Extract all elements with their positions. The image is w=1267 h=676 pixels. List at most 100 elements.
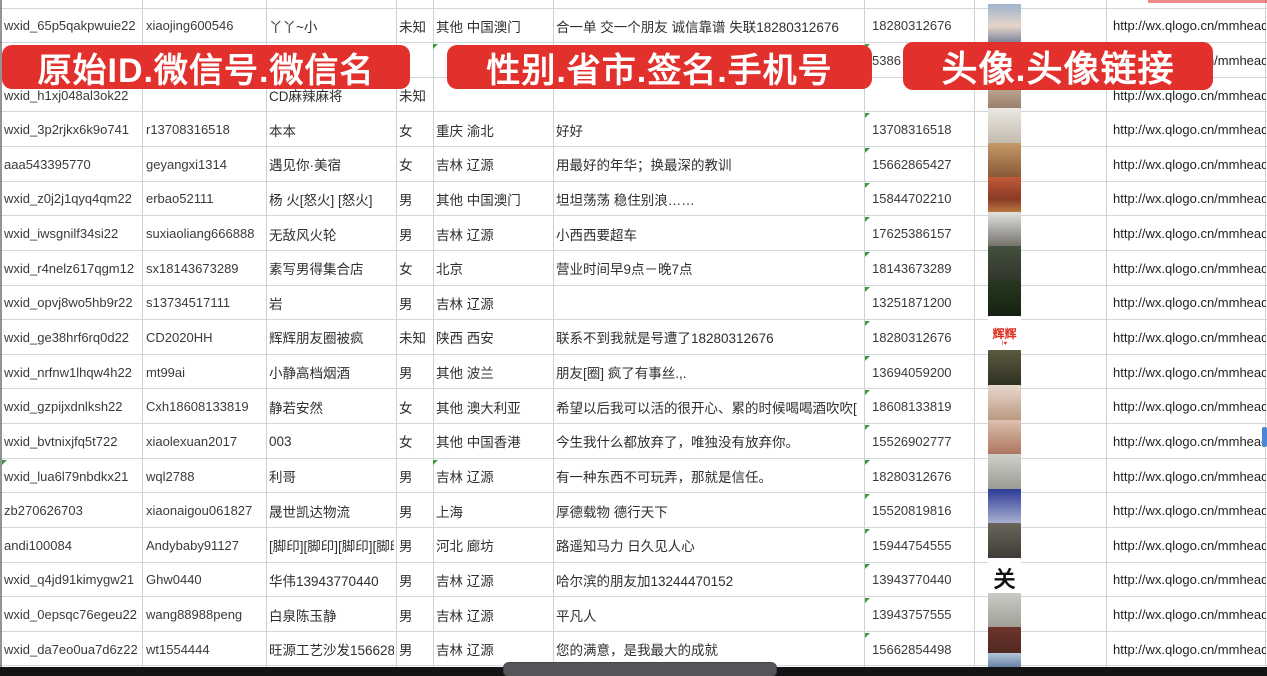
cell-wxid[interactable]: aaa543395770 (4, 156, 91, 172)
cell-phone[interactable]: 15844702210 (872, 191, 952, 207)
cell-region[interactable]: 北京 (436, 262, 463, 278)
cell-signature[interactable]: 用最好的年华；换最深的教训 (556, 158, 732, 174)
cell-weixin_id[interactable]: geyangxi1314 (146, 156, 227, 172)
cell-link[interactable]: http://wx.qlogo.cn/mmhead (1113, 295, 1266, 311)
cell-name[interactable]: CD麻辣麻将 (269, 89, 343, 105)
cell-name[interactable]: 旺源工艺沙发15662854 (269, 643, 394, 659)
cell-link[interactable]: http://wx.qlogo.cn/mmhead (1113, 226, 1266, 242)
cell-phone[interactable]: 15662865427 (872, 156, 952, 172)
cell-wxid[interactable]: wxid_ge38hrf6rq0d22 (4, 329, 130, 345)
cell-signature[interactable]: 有一种东西不可玩弄，那就是信任。 (556, 470, 772, 485)
cell-name[interactable]: 遇见你·美宿 (269, 158, 341, 174)
cell-name[interactable]: 小静高档烟酒 (269, 366, 350, 382)
cell-signature[interactable] (556, 286, 862, 321)
cell-signature[interactable]: 今生我什么都放弃了，唯独没有放弃你。 (556, 435, 799, 451)
cell-link[interactable]: http://wx.qlogo.cn/mmhead (1113, 260, 1266, 276)
cell-link[interactable]: http://wx.qlogo.cn/mmhead (1113, 433, 1266, 449)
cell-gender[interactable]: 未知 (399, 331, 426, 347)
cell-gender[interactable]: 男 (399, 192, 413, 208)
cell-phone[interactable]: 17625386157 (872, 226, 952, 242)
cell-phone[interactable]: 13943770440 (872, 572, 952, 588)
cell-weixin_id[interactable]: Ghw0440 (146, 572, 202, 588)
cell-gender[interactable]: 男 (399, 366, 413, 382)
cell-region[interactable]: 上海 (436, 504, 463, 520)
cell-phone[interactable]: 15526902777 (872, 433, 952, 449)
cell-wxid[interactable]: wxid_opvj8wo5hb9r22 (4, 295, 133, 311)
cell-name[interactable]: 素写男得集合店 (269, 262, 364, 278)
cell-name[interactable]: 丫丫~小 (269, 19, 318, 35)
cell-gender[interactable]: 女 (399, 123, 413, 139)
cell-phone[interactable]: 5386 (872, 52, 901, 68)
cell-signature[interactable]: 您的满意，是我最大的成就 (556, 643, 718, 659)
cell-phone[interactable]: 13694059200 (872, 364, 952, 380)
cell-link[interactable]: http://wx.qlogo.cn/mmhead (1113, 399, 1266, 415)
cell-weixin_id[interactable]: xiaolexuan2017 (146, 433, 238, 449)
cell-signature[interactable]: 小西西要超车 (556, 227, 637, 243)
cell-weixin_id[interactable]: wt1554444 (146, 641, 210, 657)
cell-gender[interactable]: 未知 (399, 19, 426, 35)
cell-gender[interactable]: 男 (399, 573, 413, 589)
horizontal-scrollbar-thumb[interactable] (503, 662, 777, 676)
cell-gender[interactable]: 女 (399, 435, 413, 451)
cell-name[interactable]: 003 (269, 433, 292, 449)
cell-region[interactable]: 陕西 西安 (436, 331, 494, 347)
cell-weixin_id[interactable]: suxiaoliang666888 (146, 226, 255, 242)
cell-region[interactable]: 其他 中国香港 (436, 435, 521, 451)
cell-region[interactable]: 其他 波兰 (436, 366, 494, 382)
cell-link[interactable]: http://wx.qlogo.cn/mmhead (1113, 122, 1266, 138)
cell-phone[interactable]: 15944754555 (872, 537, 952, 553)
cell-region[interactable]: 吉林 辽源 (436, 296, 494, 312)
cell-wxid[interactable]: andi100084 (4, 537, 72, 553)
cell-name[interactable]: 本本 (269, 123, 296, 139)
cell-gender[interactable]: 男 (399, 296, 413, 312)
cell-name[interactable]: [脚印][脚印][脚印][脚印 (269, 539, 394, 555)
cell-weixin_id[interactable]: wql2788 (146, 468, 195, 484)
cell-weixin_id[interactable]: erbao52111 (146, 191, 214, 207)
cell-weixin_id[interactable]: xiaojing600546 (146, 18, 234, 34)
cell-region[interactable]: 吉林 辽源 (436, 608, 494, 624)
cell-phone[interactable]: 18280312676 (872, 468, 952, 484)
avatar-image[interactable] (988, 4, 1021, 48)
cell-region[interactable]: 吉林 辽源 (436, 470, 494, 485)
cell-wxid[interactable]: wxid_nrfnw1lhqw4h22 (4, 364, 132, 380)
cell-wxid[interactable]: zb270626703 (4, 503, 83, 519)
cell-name[interactable]: 静若安然 (269, 400, 323, 416)
cell-wxid[interactable]: wxid_h1xj048al3ok22 (4, 87, 129, 103)
cell-signature[interactable]: 营业时间早9点－晚7点 (556, 262, 693, 278)
cell-name[interactable]: 辉辉朋友圈被疯 (269, 331, 364, 347)
cell-name[interactable]: 利哥 (269, 470, 296, 485)
cell-region[interactable]: 吉林 辽源 (436, 643, 494, 659)
cell-signature[interactable]: 路遥知马力 日久见人心 (556, 539, 695, 555)
cell-wxid[interactable]: wxid_bvtnixjfq5t722 (4, 433, 118, 449)
cell-signature[interactable]: 平凡人 (556, 608, 597, 624)
cell-link[interactable]: http://wx.qlogo.cn/mmhead (1113, 607, 1266, 623)
cell-phone[interactable]: 18280312676 (872, 18, 952, 34)
cell-name[interactable]: 无敌风火轮 (269, 227, 337, 243)
cell-weixin_id[interactable]: wang88988peng (146, 607, 243, 623)
cell-weixin_id[interactable]: CD2020HH (146, 329, 213, 345)
cell-link[interactable]: http://wx.qlogo.cn/mmhead (1113, 364, 1266, 380)
cell-name[interactable]: 杨 火[怒火] [怒火] (269, 192, 373, 208)
cell-signature[interactable]: 好好 (556, 123, 583, 139)
cell-region[interactable]: 其他 中国澳门 (436, 192, 521, 208)
cell-phone[interactable]: 13943757555 (872, 607, 952, 623)
cell-signature[interactable]: 联系不到我就是号遭了18280312676 (556, 331, 774, 347)
cell-wxid[interactable]: wxid_z0j2j1qyq4qm22 (4, 191, 132, 207)
cell-phone[interactable]: 13708316518 (872, 122, 952, 138)
cell-gender[interactable]: 女 (399, 158, 413, 174)
cell-signature[interactable]: 厚德载物 德行天下 (556, 504, 668, 520)
cell-phone[interactable]: 18608133819 (872, 399, 952, 415)
cell-name[interactable]: 晟世凯达物流 (269, 504, 350, 520)
cell-signature[interactable]: 合一单 交一个朋友 诚信靠谱 失联18280312676 (556, 19, 839, 35)
cell-weixin_id[interactable]: r13708316518 (146, 122, 230, 138)
cell-link[interactable]: http://wx.qlogo.cn/mmhead (1113, 87, 1266, 103)
cell-signature[interactable]: 哈尔滨的朋友加13244470152 (556, 573, 734, 589)
cell-link[interactable]: http://wx.qlogo.cn/mmhead (1113, 641, 1266, 657)
cell-wxid[interactable]: wxid_lua6l79nbdkx21 (4, 468, 129, 484)
cell-weixin_id[interactable]: Andybaby91127 (146, 537, 240, 553)
cell-link[interactable]: http://wx.qlogo.cn/mmhead (1113, 191, 1266, 207)
cell-region[interactable]: 吉林 辽源 (436, 573, 494, 589)
cell-name[interactable]: 华伟13943770440 (269, 573, 379, 589)
cell-signature[interactable]: 坦坦荡荡 稳住别浪…… (556, 192, 695, 208)
cell-link[interactable]: http://wx.qlogo.cn/mmhead (1113, 156, 1266, 172)
